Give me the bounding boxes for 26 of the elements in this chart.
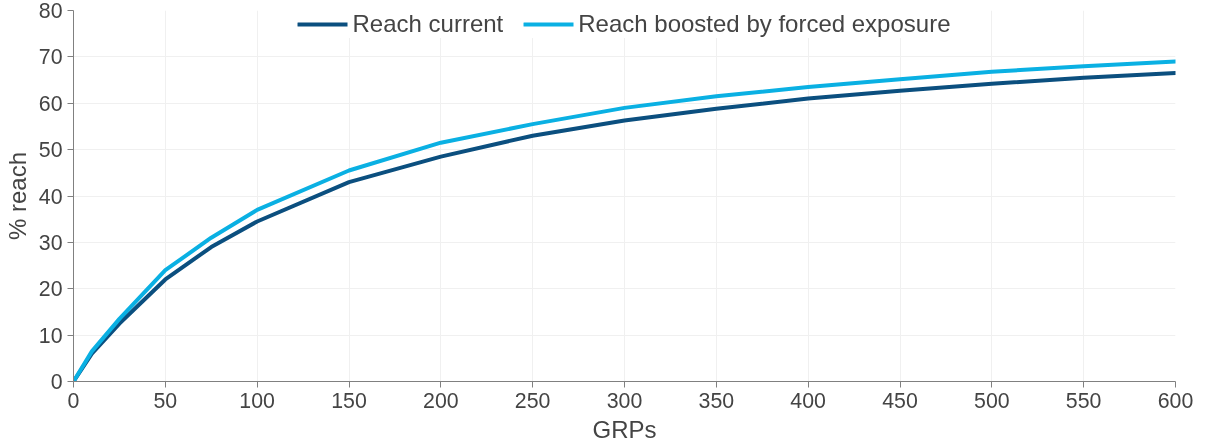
y-tick-label: 20 xyxy=(38,277,63,302)
y-axis-title: % reach xyxy=(3,151,31,241)
x-tick-label: 300 xyxy=(606,388,643,413)
x-tick-label: 0 xyxy=(67,388,80,413)
legend-label: Reach current xyxy=(352,10,504,38)
y-tick-label: 60 xyxy=(38,91,63,116)
x-tick-label: 150 xyxy=(331,388,367,413)
y-tick-label: 0 xyxy=(50,370,63,394)
x-tick-label: 50 xyxy=(153,388,178,413)
x-tick-label: 350 xyxy=(698,388,735,413)
x-tick-label: 200 xyxy=(423,388,459,413)
y-tick-label: 70 xyxy=(38,45,63,70)
x-tick-label: 400 xyxy=(790,388,827,413)
x-tick-label: 250 xyxy=(514,388,551,413)
x-tick-label: 600 xyxy=(1157,388,1194,413)
legend-label: Reach boosted by forced exposure xyxy=(578,10,951,38)
x-tick-label: 100 xyxy=(239,388,276,413)
x-tick-label: 550 xyxy=(1065,388,1102,413)
y-tick-label: 40 xyxy=(38,184,63,209)
y-tick-label: 80 xyxy=(38,0,63,23)
x-axis-title: GRPs xyxy=(592,415,657,443)
x-tick-label: 450 xyxy=(882,388,918,413)
y-tick-label: 30 xyxy=(38,230,63,255)
y-tick-label: 50 xyxy=(38,138,63,163)
x-tick-label: 500 xyxy=(974,388,1010,413)
y-tick-label: 10 xyxy=(38,323,63,348)
